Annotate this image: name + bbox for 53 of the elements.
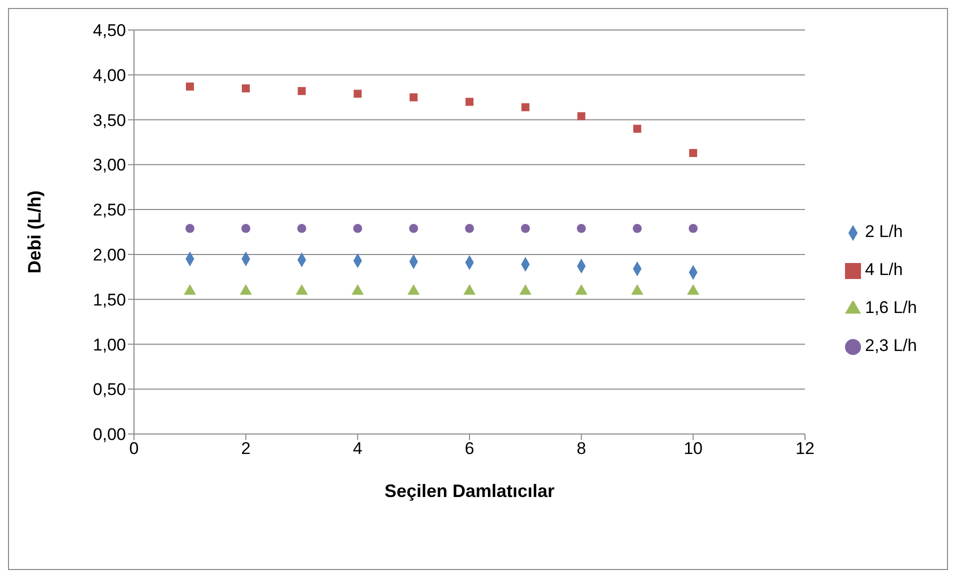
y-tick-label: 4,50 — [92, 21, 126, 40]
point — [354, 90, 362, 98]
point — [687, 284, 700, 295]
point — [242, 84, 250, 92]
point — [463, 284, 476, 295]
x-tick-label: 2 — [241, 439, 251, 458]
point — [410, 93, 418, 102]
legend-label: 2,3 L/h — [865, 336, 917, 355]
point — [241, 224, 250, 233]
x-axis-title: Seçilen Damlatıcılar — [384, 481, 555, 501]
point — [296, 284, 308, 295]
point — [464, 224, 474, 233]
point — [688, 224, 698, 233]
point — [519, 284, 532, 295]
point — [408, 284, 420, 295]
point — [521, 103, 530, 112]
point — [186, 82, 194, 91]
point — [184, 284, 196, 295]
y-tick-label: 1,50 — [92, 290, 126, 310]
point — [520, 224, 530, 233]
x-tick-label: 10 — [684, 439, 703, 458]
y-tick-label: 3,00 — [92, 156, 126, 175]
legend-label: 1,6 L/h — [865, 298, 917, 317]
y-tick-label: 4,00 — [92, 66, 126, 85]
x-tick-label: 12 — [796, 439, 814, 458]
y-tick-label: 1,00 — [92, 335, 126, 354]
point — [575, 284, 588, 295]
y-tick-label: 2,00 — [92, 245, 126, 264]
legend-label: 4 L/h — [865, 260, 903, 279]
y-tick-label: 2,50 — [92, 200, 126, 220]
point — [297, 224, 306, 233]
point — [352, 284, 364, 295]
y-tick-label: 0,50 — [92, 380, 126, 400]
point — [409, 224, 418, 233]
y-tick-label: 0,00 — [92, 425, 126, 444]
point — [576, 224, 586, 233]
point — [466, 98, 474, 106]
point — [689, 148, 698, 157]
point — [577, 112, 586, 120]
x-tick-label: 4 — [352, 439, 362, 458]
point — [632, 224, 642, 233]
point — [353, 224, 362, 233]
x-tick-label: 8 — [576, 439, 586, 458]
y-axis-title: Debi (L/h) — [24, 190, 44, 274]
point — [298, 87, 306, 96]
y-tick-label: 3,50 — [92, 110, 126, 130]
point — [240, 284, 252, 295]
point — [633, 124, 642, 133]
x-tick-label: 6 — [464, 439, 474, 458]
legend-label: 2 L/h — [865, 222, 903, 241]
x-tick-label: 0 — [129, 439, 139, 458]
point — [631, 284, 644, 295]
point — [185, 224, 194, 233]
